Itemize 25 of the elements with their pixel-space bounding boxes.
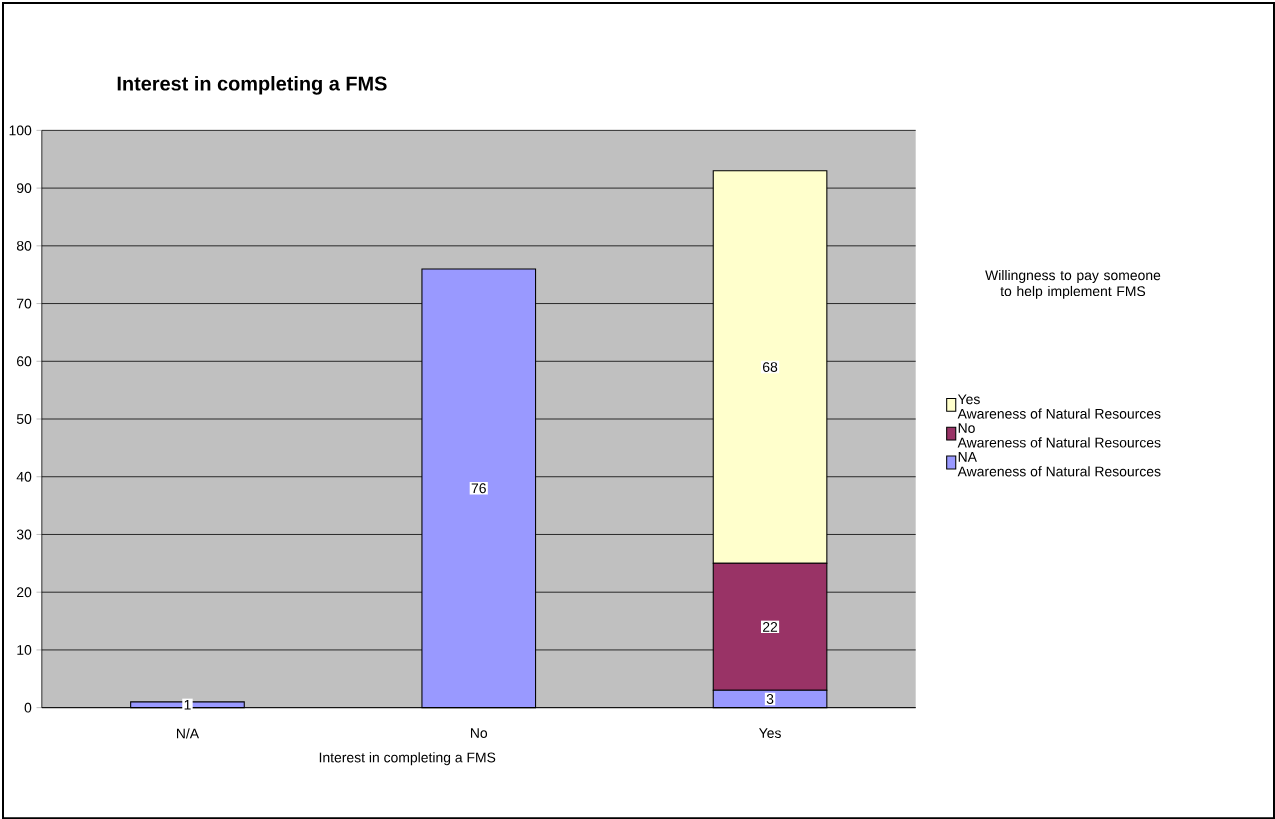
y-tick-label: 40	[16, 471, 32, 482]
y-tick-label: 30	[16, 529, 32, 540]
x-tick-label: No	[470, 728, 488, 738]
y-tick-label: 80	[16, 240, 32, 251]
legend-label: NA Awareness of Natural Resources	[957, 452, 1161, 477]
y-tick-label: 60	[17, 356, 32, 367]
y-tick-label: 20	[17, 587, 32, 598]
chart-title: Interest in completing a FMS	[117, 75, 387, 95]
data-label: 1	[184, 699, 191, 710]
y-tick-label: 50	[16, 414, 32, 424]
data-label: 3	[766, 694, 774, 704]
y-tick-label: 0	[24, 702, 32, 713]
data-label: 22	[763, 621, 778, 632]
y-tick-label: 90	[16, 183, 32, 193]
y-tick-label: 70	[17, 298, 32, 309]
data-label: 76	[471, 483, 486, 494]
legend-label: No Awareness of Natural Resources	[957, 423, 1161, 448]
x-tick-label: Yes	[758, 728, 781, 738]
x-tick-label: N/A	[176, 728, 200, 739]
y-tick-label: 100	[9, 125, 32, 136]
y-tick-label: 10	[17, 644, 32, 655]
data-label: 68	[763, 362, 778, 372]
legend-label: Yes Awareness of Natural Resources	[957, 394, 1161, 419]
x-axis-title: Interest in completing a FMS	[319, 752, 496, 766]
legend-title: Willingness to pay someone to help implement FMS	[985, 269, 1161, 299]
